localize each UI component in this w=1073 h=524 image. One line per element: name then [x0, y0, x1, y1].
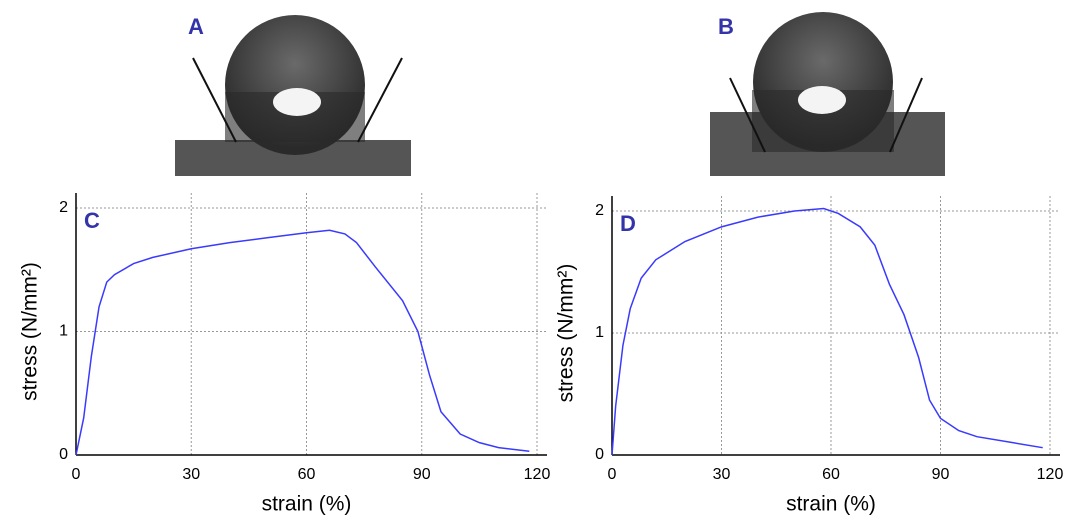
x-axis-label: strain (%)	[262, 493, 352, 516]
x-tick-label: 120	[1037, 466, 1064, 483]
x-tick-label: 90	[413, 466, 431, 483]
photo-a	[175, 15, 411, 176]
y-tick-label: 0	[595, 446, 604, 463]
y-axis-label: stress (N/mm²)	[555, 264, 578, 403]
y-tick-label: 2	[59, 199, 68, 216]
panel-label: A	[188, 14, 204, 39]
panel-label: C	[84, 208, 100, 233]
x-tick-label: 60	[822, 466, 840, 483]
line	[611, 207, 1043, 456]
y-tick-label: 1	[59, 323, 68, 340]
y-tick-label: 1	[595, 324, 604, 341]
x-tick-label: 30	[713, 466, 731, 483]
photo-b	[710, 12, 945, 176]
x-tick-label: 0	[72, 466, 81, 483]
x-axis-label: strain (%)	[786, 493, 876, 516]
x-tick-label: 30	[182, 466, 200, 483]
panel-label: B	[718, 14, 734, 39]
line	[75, 229, 530, 456]
y-axis-label: stress (N/mm²)	[19, 262, 42, 401]
x-tick-label: 120	[524, 466, 551, 483]
x-tick-label: 0	[608, 466, 617, 483]
x-tick-label: 60	[298, 466, 316, 483]
panel-label: D	[620, 211, 636, 236]
y-tick-label: 2	[595, 202, 604, 219]
x-tick-label: 90	[932, 466, 950, 483]
y-tick-label: 0	[59, 446, 68, 463]
